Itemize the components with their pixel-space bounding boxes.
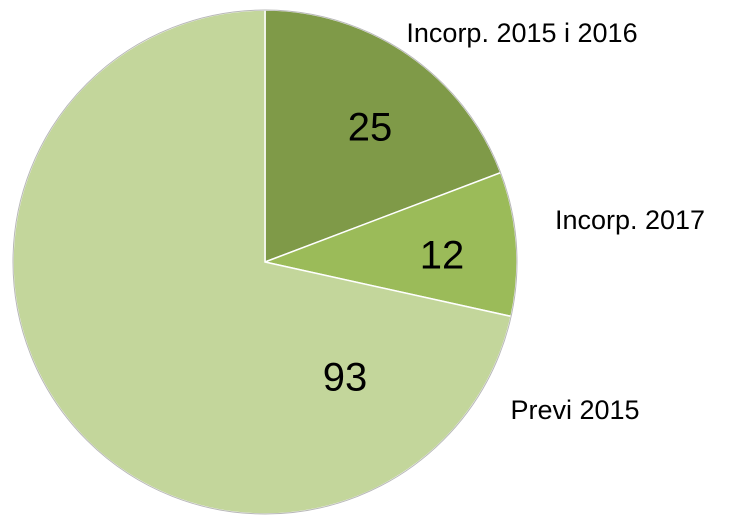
value-label: 12 [420, 234, 465, 278]
pie-outline [12, 9, 518, 515]
category-label: Previ 2015 [510, 395, 639, 425]
category-label: Incorp. 2017 [555, 205, 705, 235]
value-label: 25 [348, 106, 393, 150]
value-label: 93 [323, 356, 368, 400]
category-label: Incorp. 2015 i 2016 [406, 18, 637, 48]
